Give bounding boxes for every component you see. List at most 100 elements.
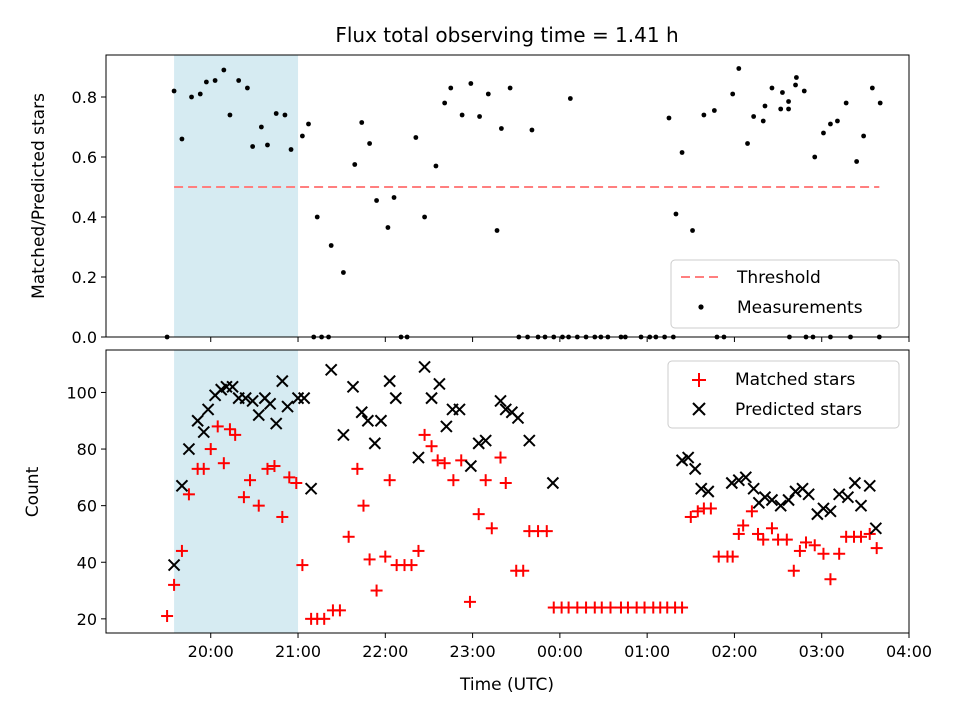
predicted-star-point xyxy=(789,485,802,498)
matched-star-point xyxy=(499,477,512,490)
y-tick-label: 40 xyxy=(77,553,97,572)
predicted-star-point xyxy=(681,451,695,464)
measurement-point xyxy=(477,114,482,119)
matched-star-point xyxy=(676,601,689,614)
measurement-point xyxy=(299,133,305,139)
axes-frame-bottom xyxy=(105,349,910,634)
matched-star-point xyxy=(870,542,883,555)
measurement-point xyxy=(212,78,218,83)
x-tick-label: 21:00 xyxy=(275,642,321,661)
ticks-top: 0.0 0.2 0.4 0.6 0.8 xyxy=(72,88,910,347)
legend-predicted-label: Predicted stars xyxy=(735,400,862,420)
measurement-point xyxy=(666,115,672,121)
matched-star-point xyxy=(418,428,431,441)
predicted-star-point xyxy=(546,476,560,490)
predicted-star-point xyxy=(201,403,215,416)
matched-star-point xyxy=(237,491,250,504)
measurement-point xyxy=(673,211,679,217)
predicted-star-point xyxy=(182,442,196,456)
matched-star-point xyxy=(383,474,396,487)
predicted-star-point xyxy=(732,473,746,487)
matched-star-point xyxy=(425,440,438,453)
predicted-star-point xyxy=(383,374,396,388)
predicted-star-point xyxy=(453,403,466,416)
predicted-star-point xyxy=(523,434,536,447)
predicted-star-point xyxy=(695,482,708,495)
predicted-star-point xyxy=(848,476,862,490)
predicted-star-point xyxy=(389,391,402,405)
predicted-star-point xyxy=(464,459,478,473)
xlabel: Time (UTC) xyxy=(459,675,554,695)
matched-star-point xyxy=(494,451,507,464)
matched-star-point xyxy=(455,454,468,467)
highlight-span-top xyxy=(174,55,299,337)
matched-star-point xyxy=(765,522,778,535)
matched-star-point xyxy=(824,573,837,586)
predicted-star-point xyxy=(226,380,239,393)
matched-star-point xyxy=(204,443,217,456)
measurement-point xyxy=(288,147,294,152)
matched-star-point xyxy=(168,578,181,591)
x-tick-label: 01:00 xyxy=(624,642,670,661)
predicted-star-point xyxy=(418,360,431,374)
predicted-star-point xyxy=(175,479,189,493)
predicted-star-point xyxy=(841,490,855,504)
y-tick-label: 20 xyxy=(77,610,97,629)
measurement-point xyxy=(529,127,535,133)
measurement-point xyxy=(567,96,573,101)
measurement-point xyxy=(701,112,707,118)
measurement-point xyxy=(751,114,757,119)
matched-star-point xyxy=(296,559,309,572)
predicted-star-point xyxy=(281,400,294,413)
measurement-point xyxy=(485,91,491,97)
measurement-point xyxy=(282,112,288,118)
measurement-point xyxy=(413,135,419,140)
matched-star-point xyxy=(817,547,830,560)
measurement-point xyxy=(374,198,379,203)
measurement-point xyxy=(359,120,365,125)
count-panel: 20:00 21:00 22:00 23:00 00:00 01:00 02:00 03:00… xyxy=(23,349,932,661)
predicted-star-point xyxy=(167,558,181,572)
matched-star-point xyxy=(229,428,242,441)
matched-stars-series xyxy=(161,420,883,625)
measurement-point xyxy=(171,88,177,94)
predicted-star-point xyxy=(252,408,265,422)
measurement-point xyxy=(854,159,860,164)
predicted-star-point xyxy=(440,420,453,433)
matched-star-point xyxy=(351,462,364,475)
matched-star-point xyxy=(704,502,717,515)
predicted-star-point xyxy=(304,482,318,495)
measurement-point xyxy=(367,141,372,146)
measurement-point xyxy=(778,106,784,112)
measurement-point xyxy=(244,85,250,91)
predicted-star-point xyxy=(472,437,485,450)
predicted-star-point xyxy=(725,476,739,490)
matched-star-point xyxy=(800,536,813,549)
predicted-star-point xyxy=(494,394,507,408)
legend-threshold-label: Threshold xyxy=(736,268,821,288)
matched-star-point xyxy=(431,454,444,467)
legend-top: Threshold Measurements xyxy=(670,259,900,329)
x-tick-label: 02:00 xyxy=(711,642,757,661)
matched-star-point xyxy=(161,610,174,623)
matched-star-point xyxy=(182,488,195,501)
matched-star-point xyxy=(854,530,867,543)
measurement-point xyxy=(877,100,883,106)
matched-star-point xyxy=(363,553,376,566)
legend-top-box xyxy=(670,259,900,329)
measurement-point xyxy=(780,90,785,95)
predicted-star-point xyxy=(854,499,868,512)
predicted-star-point xyxy=(774,499,787,512)
matched-star-point xyxy=(793,544,806,557)
measurement-point xyxy=(494,228,500,233)
measurement-point xyxy=(760,118,766,124)
matched-star-point xyxy=(485,522,498,535)
legend-predicted-swatch xyxy=(692,402,706,416)
measurement-point xyxy=(203,79,209,85)
ticks-bottom: 20:00 21:00 22:00 23:00 00:00 01:00 02:00 03:00… xyxy=(66,383,932,661)
matched-star-point xyxy=(737,519,750,532)
matched-star-point xyxy=(379,550,392,563)
matched-star-point xyxy=(684,510,697,523)
measurement-point xyxy=(391,195,397,200)
legend-bottom-box xyxy=(667,360,900,429)
